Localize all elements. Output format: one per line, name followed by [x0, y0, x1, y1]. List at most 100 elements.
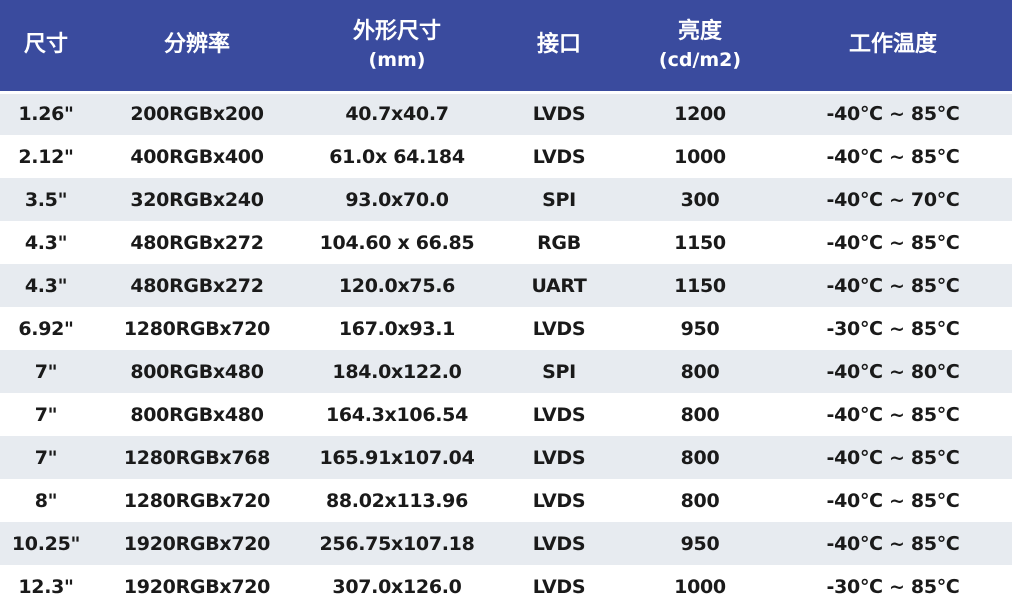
dimensions-cell: 167.0x93.1 — [338, 317, 456, 340]
size-cell: 7" — [34, 360, 58, 383]
dimensions-cell: 184.0x122.0 — [332, 360, 462, 383]
temperature-cell: -40℃ ~ 80℃ — [826, 360, 960, 383]
table-row: 3.5" 320RGBx240 93.0x70.0 SPI 300 -40℃ ~ 70℃ — [0, 178, 1012, 221]
table-row: 7" 1280RGBx768 165.91x107.04 LVDS 800 -40℃ ~ … — [0, 436, 1012, 479]
header-interface: 接口 — [492, 0, 626, 92]
size-cell: 7" — [34, 403, 58, 426]
brightness-cell: 800 — [680, 403, 720, 426]
brightness-cell: 1150 — [674, 231, 726, 254]
header-dimensions: 外形尺寸 (mm) — [302, 0, 492, 92]
size-cell: 4.3" — [24, 274, 68, 297]
header-temperature: 工作温度 — [774, 0, 1012, 92]
brightness-cell: 1000 — [674, 145, 726, 168]
interface-cell: LVDS — [492, 90, 626, 135]
temperature-cell: -40℃ ~ 70℃ — [826, 188, 960, 211]
interface-cell: LVDS — [532, 403, 586, 426]
temperature-cell: -40℃ ~ 85℃ — [826, 231, 960, 254]
dimensions-cell: 61.0x 64.184 — [329, 145, 465, 168]
interface-cell: RGB — [537, 231, 581, 254]
table-row: 6.92" 1280RGBx720 167.0x93.1 LVDS 950 -30℃ ~ … — [0, 307, 1012, 350]
resolution-cell: 200RGBx200 — [92, 90, 302, 135]
temperature-cell: -40℃ ~ 85℃ — [826, 489, 960, 512]
brightness-cell: 800 — [680, 489, 720, 512]
header-brightness-unit: (cd/m2) — [658, 49, 742, 72]
table-row: 2.12" 400RGBx400 61.0x 64.184 LVDS 1000 -40℃ … — [0, 135, 1012, 178]
interface-cell: LVDS — [532, 446, 586, 469]
resolution-cell: 1920RGBx720 — [123, 575, 271, 598]
temperature-cell: -30℃ ~ 85℃ — [826, 317, 960, 340]
brightness-cell: 800 — [680, 360, 720, 383]
dimensions-cell: 93.0x70.0 — [345, 188, 449, 211]
header-size-label: 尺寸 — [23, 32, 68, 58]
interface-cell: LVDS — [532, 489, 586, 512]
temperature-cell: -30℃ ~ 85℃ — [826, 575, 960, 598]
brightness-cell: 1150 — [674, 274, 726, 297]
header-dimensions-unit: (mm) — [368, 49, 426, 72]
interface-cell: SPI — [542, 360, 576, 383]
dimensions-cell: 164.3x106.54 — [325, 403, 469, 426]
resolution-cell: 1920RGBx720 — [123, 532, 271, 555]
table-row: 4.3" 480RGBx272 104.60 x 66.85 RGB 1150 -40℃ … — [0, 221, 1012, 264]
size-cell: 2.12" — [18, 145, 74, 168]
size-cell: 12.3" — [18, 575, 74, 598]
size-cell: 7" — [34, 446, 58, 469]
temperature-cell: -40℃ ~ 85℃ — [826, 403, 960, 426]
table-header: 尺寸 分辨率 外形尺寸 (mm) 接口 亮度 (cd/m2) 工作温度 — [0, 0, 1012, 92]
interface-cell: UART — [531, 274, 587, 297]
temperature-cell: -40℃ ~ 85℃ — [774, 90, 1012, 135]
interface-cell: LVDS — [532, 532, 586, 555]
interface-cell: LVDS — [532, 145, 586, 168]
brightness-cell: 950 — [680, 317, 720, 340]
brightness-cell: 300 — [680, 188, 720, 211]
header-brightness: 亮度 (cd/m2) — [626, 0, 774, 92]
dimensions-cell: 88.02x113.96 — [325, 489, 469, 512]
header-row: 尺寸 分辨率 外形尺寸 (mm) 接口 亮度 (cd/m2) 工作温度 — [0, 0, 1012, 92]
header-resolution-label: 分辨率 — [163, 32, 230, 58]
dimensions-cell: 307.0x126.0 — [332, 575, 462, 598]
dimensions-cell: 256.75x107.18 — [319, 532, 475, 555]
brightness-cell: 1200 — [626, 90, 774, 135]
interface-cell: LVDS — [532, 317, 586, 340]
resolution-cell: 1280RGBx720 — [123, 317, 271, 340]
table-row: 7" 800RGBx480 164.3x106.54 LVDS 800 -40℃ ~ 85… — [0, 393, 1012, 436]
table-body: 1.26" 200RGBx200 40.7x40.7 LVDS 1200 -40℃ ~ 8… — [0, 90, 1012, 608]
interface-cell: LVDS — [532, 575, 586, 598]
dimensions-cell: 120.0x75.6 — [338, 274, 456, 297]
interface-cell: SPI — [542, 188, 576, 211]
table-row: 12.3" 1920RGBx720 307.0x126.0 LVDS 1000 -30℃ … — [0, 565, 1012, 608]
resolution-cell: 1280RGBx720 — [123, 489, 271, 512]
size-cell: 8" — [34, 489, 58, 512]
temperature-cell: -40℃ ~ 85℃ — [826, 274, 960, 297]
resolution-cell: 800RGBx480 — [130, 403, 264, 426]
header-temperature-label: 工作温度 — [848, 32, 937, 58]
resolution-cell: 1280RGBx768 — [123, 446, 271, 469]
brightness-cell: 950 — [680, 532, 720, 555]
resolution-cell: 480RGBx272 — [130, 231, 264, 254]
temperature-cell: -40℃ ~ 85℃ — [826, 446, 960, 469]
temperature-cell: -40℃ ~ 85℃ — [826, 145, 960, 168]
dimensions-cell: 104.60 x 66.85 — [319, 231, 475, 254]
resolution-cell: 320RGBx240 — [130, 188, 264, 211]
size-cell: 3.5" — [24, 188, 68, 211]
temperature-cell: -40℃ ~ 85℃ — [826, 532, 960, 555]
header-dimensions-label: 外形尺寸 — [352, 19, 441, 45]
brightness-cell: 1000 — [674, 575, 726, 598]
size-cell: 4.3" — [24, 231, 68, 254]
table-row: 7" 800RGBx480 184.0x122.0 SPI 800 -40℃ ~ 80℃ — [0, 350, 1012, 393]
resolution-cell: 400RGBx400 — [130, 145, 264, 168]
size-cell: 6.92" — [18, 317, 74, 340]
dimensions-cell: 40.7x40.7 — [302, 90, 492, 135]
dimensions-cell: 165.91x107.04 — [319, 446, 475, 469]
resolution-cell: 800RGBx480 — [130, 360, 264, 383]
header-resolution: 分辨率 — [92, 0, 302, 92]
brightness-cell: 800 — [680, 446, 720, 469]
size-cell: 10.25" — [11, 532, 81, 555]
table-row: 4.3" 480RGBx272 120.0x75.6 UART 1150 -40℃ ~ 8… — [0, 264, 1012, 307]
header-brightness-label: 亮度 — [677, 19, 722, 45]
header-size: 尺寸 — [0, 0, 92, 92]
size-cell: 1.26" — [0, 90, 92, 135]
table-row: 1.26" 200RGBx200 40.7x40.7 LVDS 1200 -40℃ ~ 8… — [0, 90, 1012, 135]
header-interface-label: 接口 — [536, 32, 581, 58]
table-row: 8" 1280RGBx720 88.02x113.96 LVDS 800 -40℃ ~ 8… — [0, 479, 1012, 522]
